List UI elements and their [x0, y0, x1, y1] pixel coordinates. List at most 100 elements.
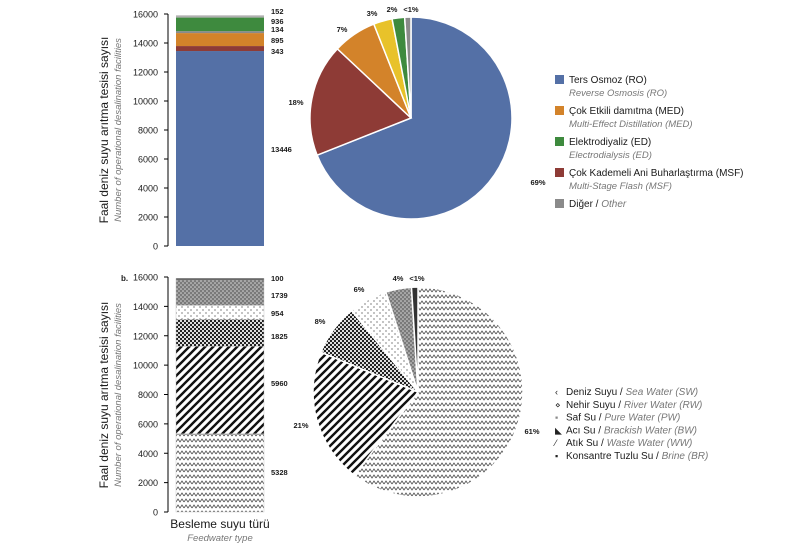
bar-segment-b-br	[175, 319, 265, 347]
legend-label-sep: /	[615, 400, 623, 411]
bar-segment-a-ed	[176, 17, 264, 32]
legend-label-a: Çok Kademeli Ani Buharlaştırma (MSF)	[569, 168, 744, 179]
y-tick-label: 8000	[138, 390, 158, 400]
segment-label-b-ww: 954	[271, 309, 284, 318]
legend-symbol-b: ▪	[555, 413, 558, 423]
legend-label-sep: /	[598, 438, 606, 449]
legend-label-en: Waste Water (WW)	[607, 438, 693, 449]
x-axis-subtitle-b: Feedwater type	[187, 533, 252, 544]
legend-swatch-a	[555, 199, 564, 208]
legend-sublabel-a: Multi-Stage Flash (MSF)	[569, 181, 672, 192]
legend-label-tr: Acı Su	[566, 425, 595, 436]
segment-label-b-pw: 1739	[271, 291, 288, 300]
legend-symbol-b: ‹	[555, 387, 558, 397]
segment-label-a-other2: 152	[271, 7, 284, 16]
bar-chart-a: 0 2000 4000 6000 8000 10000 12000 14000 16000 13…	[97, 7, 292, 252]
pie-label-a-ed: 2%	[387, 5, 398, 14]
legend-label-a: Çok Etkili damıtma (MED)	[569, 106, 684, 117]
legend-swatch-a	[555, 106, 564, 115]
legend-label-sep: /	[593, 199, 601, 210]
legend-label-en: Sea Water (SW)	[625, 387, 698, 398]
legend-label-tr: Diğer	[569, 199, 594, 210]
bar-segment-b-ww	[175, 305, 265, 320]
y-tick-label: 4000	[138, 184, 158, 194]
y-axis-ticks-a: 0 2000 4000 6000 8000 10000 12000 14000 16000	[133, 10, 168, 252]
legend-label-en: Brine (BR)	[662, 451, 709, 462]
pie-slice-a-msf	[309, 47, 413, 157]
pie-label-b-bw: 21%	[293, 421, 308, 430]
legend-label-tr: Konsantre Tuzlu Su	[566, 451, 653, 462]
legend-label-sep: /	[596, 413, 604, 424]
y-tick-label: 16000	[133, 10, 158, 20]
legend-label-b: Nehir Suyu / River Water (RW)	[566, 400, 702, 411]
x-axis-title-b: Besleme suyu türü	[170, 517, 269, 531]
legend-label-tr: Atık Su	[566, 438, 598, 449]
y-axis-title-a: Faal deniz suyu arıtma tesisi sayısı	[97, 37, 111, 224]
segment-label-b-rw: 100	[271, 274, 284, 283]
legend-label-a: Elektrodiyaliz (ED)	[569, 137, 651, 148]
pie-label-b-rw: <1%	[409, 274, 425, 283]
pie-label-a-yellow: 3%	[367, 9, 378, 18]
legend-label-b: Acı Su / Brackish Water (BW)	[566, 425, 697, 436]
segment-labels-b: 5328 5960 1825 954 1739 100	[271, 274, 288, 477]
bar-segment-a-other2	[176, 15, 264, 18]
bar-segment-b-bw	[175, 346, 265, 434]
y-tick-label: 14000	[133, 302, 158, 312]
y-tick-label: 2000	[138, 478, 158, 488]
legend-a: Ters Osmoz (RO) Reverse Osmosis (RO) Çok E…	[555, 75, 744, 210]
legend-label-sep: /	[595, 425, 603, 436]
y-axis-subtitle-a: Number of operational desalination facil…	[113, 38, 124, 222]
legend-swatch-a	[555, 168, 564, 177]
legend-sublabel-a: Electrodialysis (ED)	[569, 150, 652, 161]
y-tick-label: 2000	[138, 213, 158, 223]
y-tick-label: 6000	[138, 419, 158, 429]
y-tick-label: 10000	[133, 97, 158, 107]
bar-chart-b: b. 0 2000 4000 6000 8000 10000 12000 14000 16000…	[97, 273, 288, 545]
bar-segment-b-pw	[175, 279, 265, 306]
bar-segment-b-sw	[175, 433, 265, 513]
legend-sublabel-a: Multi-Effect Distillation (MED)	[569, 119, 693, 130]
pie-label-b-br: 8%	[315, 317, 326, 326]
y-tick-label: 4000	[138, 449, 158, 459]
y-tick-label: 6000	[138, 155, 158, 165]
legend-label-en: Pure Water (PW)	[604, 413, 680, 424]
segment-label-b-sw: 5328	[271, 468, 288, 477]
legend-label-tr: Saf Su	[566, 413, 596, 424]
legend-label-a: Ters Osmoz (RO)	[569, 75, 647, 86]
pie-labels-a: 69% 18% 7% 3% 2% <1%	[288, 5, 545, 187]
bar-segment-a-other	[176, 31, 264, 34]
pie-slice-b-bw	[312, 351, 420, 477]
legend-swatch-a	[555, 75, 564, 84]
y-axis-subtitle-b: Number of operational desalination facil…	[113, 303, 124, 487]
pie-chart-a: 69% 18% 7% 3% 2% <1%	[288, 5, 546, 220]
pie-slice-a-ro	[316, 16, 513, 220]
pie-label-b-sw: 61%	[524, 427, 539, 436]
pie-chart-b: 61% 21% 8% 6% 4% <1%	[293, 274, 540, 498]
y-axis-ticks-b: 0 2000 4000 6000 8000 10000 12000 14000 16000	[133, 273, 168, 518]
legend-label-b: Deniz Suyu / Sea Water (SW)	[566, 387, 698, 398]
pie-slice-b-sw	[353, 286, 524, 498]
legend-symbol-b: ⁄	[553, 438, 558, 448]
pie-slices-a	[309, 16, 513, 220]
pie-slice-b-rw	[410, 286, 419, 393]
pie-label-a-med: 7%	[337, 25, 348, 34]
y-tick-label: 0	[153, 508, 158, 518]
y-tick-label: 12000	[133, 331, 158, 341]
y-tick-label: 16000	[133, 273, 158, 283]
legend-label-b: Konsantre Tuzlu Su / Brine (BR)	[566, 451, 708, 462]
y-tick-label: 14000	[133, 39, 158, 49]
y-tick-label: 10000	[133, 361, 158, 371]
bar-segment-b-rw	[175, 278, 265, 281]
y-tick-label: 8000	[138, 126, 158, 136]
pie-slices-b	[312, 286, 524, 498]
legend-symbol-b: ⋄	[555, 400, 561, 410]
panel-label-b: b.	[121, 274, 128, 283]
legend-label-sep: /	[653, 451, 661, 462]
legend-label-tr: Nehir Suyu	[566, 400, 615, 411]
pie-label-b-ww: 6%	[354, 285, 365, 294]
legend-label-b: Saf Su / Pure Water (PW)	[566, 413, 680, 424]
y-tick-label: 0	[153, 242, 158, 252]
legend-label-b: Atık Su / Waste Water (WW)	[566, 438, 692, 449]
